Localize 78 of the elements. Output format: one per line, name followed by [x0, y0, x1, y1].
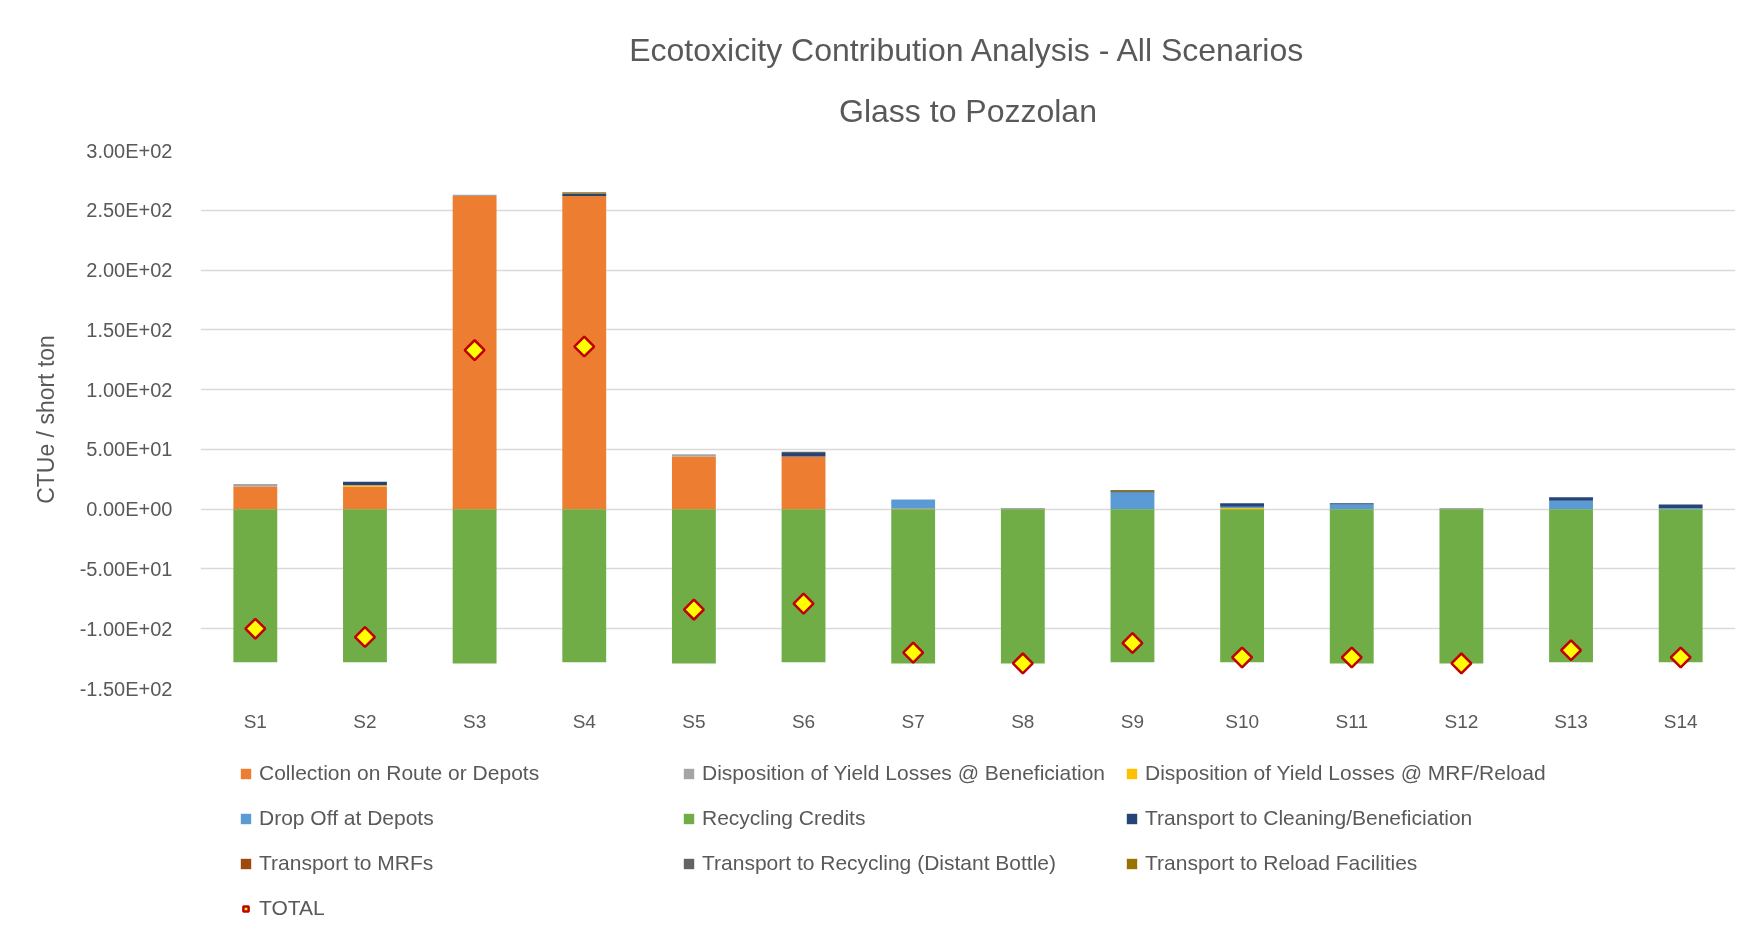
point — [573, 335, 596, 358]
x-tick-label: S8 — [1011, 710, 1035, 732]
chart-title: Ecotoxicity Contribution Analysis - All Scenarios — [629, 31, 1304, 68]
y-tick-label: 5.00E+01 — [86, 438, 173, 461]
bar — [671, 509, 716, 664]
chart-subtitle: Glass to Pozzolan — [839, 92, 1097, 129]
x-tick-label: S10 — [1225, 710, 1260, 732]
x-tick-label: S11 — [1335, 710, 1368, 732]
bar — [1439, 509, 1484, 664]
legend-label: Transport to MRFs — [259, 850, 434, 876]
x-tick-label: S5 — [682, 710, 706, 732]
bar — [1549, 497, 1593, 501]
bar — [233, 509, 278, 663]
bar — [343, 509, 387, 663]
x-tick-label: S14 — [1663, 710, 1699, 732]
legend-label: Transport to Reload Facilities — [1145, 850, 1418, 876]
y-tick-label: 2.00E+02 — [86, 259, 173, 282]
bar — [1329, 509, 1374, 664]
x-tick-label: S3 — [462, 710, 487, 732]
legend-label: Disposition of Yield Losses @ MRF/Reload — [1145, 760, 1546, 786]
bar — [891, 509, 936, 664]
legend-label: Recycling Credits — [702, 805, 866, 831]
legend-label: Transport to Recycling (Distant Bottle) — [702, 850, 1057, 876]
bar — [1549, 509, 1593, 663]
x-tick-label: S1 — [243, 710, 267, 732]
bar — [781, 452, 826, 457]
legend-label: Transport to Cleaning/Beneficiation — [1145, 805, 1473, 831]
x-tick-label: S13 — [1554, 710, 1588, 732]
bar — [233, 486, 278, 510]
bar — [781, 509, 826, 663]
x-tick-label: S6 — [791, 710, 816, 732]
bar — [781, 456, 826, 510]
legend-label: Collection on Route or Depots — [259, 760, 540, 786]
y-tick-label: 2.50E+02 — [86, 199, 173, 222]
bar — [1329, 504, 1374, 510]
point — [682, 598, 706, 621]
x-tick-label: S2 — [353, 710, 377, 732]
y-tick-label: -1.00E+02 — [79, 617, 173, 640]
y-tick-label: 3.00E+02 — [86, 139, 173, 162]
x-tick-label: S9 — [1120, 710, 1145, 732]
bar — [452, 195, 497, 510]
point — [244, 617, 267, 640]
point — [902, 641, 925, 664]
bar — [671, 454, 716, 457]
x-tick-label: S7 — [901, 710, 925, 732]
point — [353, 625, 377, 649]
bar — [1110, 509, 1155, 663]
bar — [891, 499, 936, 508]
legend-label: TOTAL — [259, 895, 325, 921]
bar — [562, 195, 607, 510]
legend-label: Disposition of Yield Losses @ Beneficiation — [702, 760, 1106, 786]
point — [792, 592, 815, 615]
x-tick-label: S4 — [572, 710, 597, 732]
y-axis-title: CTUe / short ton — [32, 335, 59, 504]
bar — [452, 509, 497, 664]
y-tick-label: 1.00E+02 — [86, 378, 173, 401]
point — [1340, 646, 1363, 669]
point — [463, 339, 486, 362]
bar — [1220, 509, 1265, 663]
y-tick-label: 0.00E+00 — [86, 498, 173, 521]
bar — [562, 509, 607, 663]
bar — [1110, 492, 1155, 510]
y-tick-label: -1.50E+02 — [79, 677, 173, 700]
point — [1230, 646, 1254, 669]
point — [1669, 646, 1692, 669]
point — [1450, 652, 1473, 675]
point — [1011, 652, 1034, 675]
bar — [1549, 500, 1593, 510]
x-tick-label: S12 — [1444, 710, 1479, 732]
point — [1121, 631, 1144, 655]
y-tick-label: 1.50E+02 — [86, 318, 173, 341]
bar — [343, 486, 387, 510]
bar — [1658, 509, 1703, 663]
y-tick-label: -5.00E+01 — [79, 557, 173, 580]
bar — [671, 456, 716, 510]
bar — [1000, 509, 1045, 664]
point — [1559, 639, 1583, 662]
legend-label: Drop Off at Depots — [259, 805, 434, 831]
